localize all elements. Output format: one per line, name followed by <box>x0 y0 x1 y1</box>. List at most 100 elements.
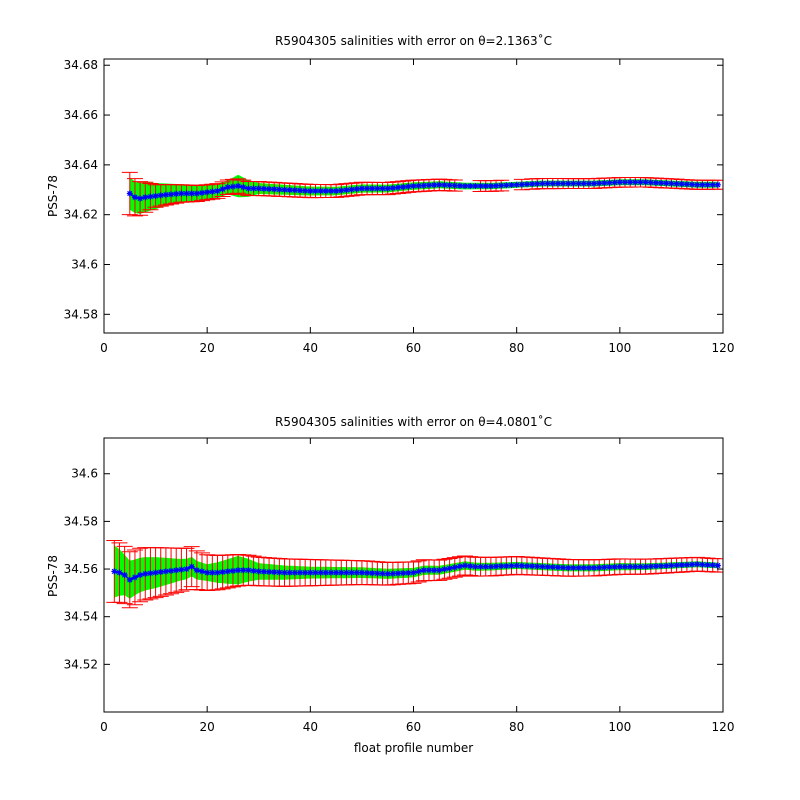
bottom-chart-salinity-point <box>317 569 324 576</box>
bottom-chart-salinity-point <box>358 569 365 576</box>
bottom-chart-salinity-point <box>188 563 195 570</box>
top-chart-salinity-point <box>570 180 577 187</box>
top-chart-x-tick-label: 100 <box>608 341 631 355</box>
bottom-chart-salinity-point <box>704 561 711 568</box>
bottom-chart-salinity-point <box>229 567 236 574</box>
bottom-chart-y-tick-label: 34.58 <box>64 514 98 528</box>
top-chart-salinity-point <box>302 187 309 194</box>
top-chart-salinity-point <box>214 188 221 195</box>
top-chart-salinity-point <box>689 181 696 188</box>
top-chart-salinity-point <box>627 179 634 186</box>
top-chart-salinity-point <box>131 194 138 201</box>
bottom-chart-salinity-point <box>348 569 355 576</box>
top-chart-salinity-point <box>456 182 463 189</box>
bottom-chart-salinity-point <box>462 562 469 569</box>
top-chart-salinity-point <box>596 180 603 187</box>
top-chart-salinity-point <box>523 181 530 188</box>
bottom-chart-y-tick-label: 34.56 <box>64 562 98 576</box>
bottom-chart-salinity-point <box>111 568 118 575</box>
bottom-chart-x-tick-label: 40 <box>303 720 318 734</box>
bottom-chart-salinity-point <box>642 563 649 570</box>
top-chart-salinity-point <box>704 181 711 188</box>
bottom-chart-salinity-point <box>477 563 484 570</box>
top-chart-y-tick-label: 34.6 <box>71 258 98 272</box>
bottom-chart-salinity-point <box>425 567 432 574</box>
bottom-chart-salinity-point <box>199 568 206 575</box>
top-chart-salinity-point <box>307 188 314 195</box>
bottom-chart-salinity-point <box>652 563 659 570</box>
bottom-chart-salinity-point <box>271 569 278 576</box>
bottom-chart-salinity-point <box>523 562 530 569</box>
top-chart-salinity-point <box>193 190 200 197</box>
bottom-chart-salinity-point <box>591 564 598 571</box>
bottom-chart-salinity-point <box>539 563 546 570</box>
top-chart-salinity-point <box>338 187 345 194</box>
bottom-chart-ticks: 0 20 40 60 80 100 120 34.52 34.54 34.56 34.58 34.6 <box>64 438 734 734</box>
top-chart-salinity-point <box>436 181 443 188</box>
bottom-chart-salinity-point <box>647 563 654 570</box>
top-chart-salinity-point <box>694 181 701 188</box>
bottom-chart-salinity-point <box>410 569 417 576</box>
bottom-chart-salinity-point <box>152 569 159 576</box>
bottom-chart-salinity-point <box>714 562 721 569</box>
top-chart-salinity-point <box>431 182 438 189</box>
top-chart-salinity-point <box>126 190 133 197</box>
top-chart-salinity-point <box>683 181 690 188</box>
bottom-chart-salinity-point <box>327 569 334 576</box>
top-chart-salinity-point <box>317 188 324 195</box>
bottom-chart-salinity-point <box>689 561 696 568</box>
top-chart-salinity-point <box>240 184 247 191</box>
bottom-chart-salinity-point <box>389 570 396 577</box>
top-chart-y-tick-label: 34.58 <box>64 307 98 321</box>
bottom-chart-salinity-point <box>276 569 283 576</box>
bottom-chart-salinity-point <box>508 562 515 569</box>
bottom-chart-salinity-point <box>131 574 138 581</box>
bottom-chart-salinity-point <box>699 561 706 568</box>
top-chart-salinity-point <box>565 180 572 187</box>
top-chart-salinity-point <box>400 184 407 191</box>
top-chart-salinity-point <box>462 183 469 190</box>
top-chart-salinity-point <box>699 181 706 188</box>
top-chart-salinity-point <box>178 190 185 197</box>
top-chart-salinity-point <box>493 182 500 189</box>
bottom-chart-salinity-point <box>395 570 402 577</box>
top-chart-salinity-point <box>554 180 561 187</box>
bottom-chart-salinity-point <box>513 562 520 569</box>
bottom-chart-salinity-point <box>162 568 169 575</box>
bottom-chart-salinity-point <box>338 569 345 576</box>
bottom-chart-y-tick-label: 34.52 <box>64 657 98 671</box>
bottom-chart-salinity-point <box>487 563 494 570</box>
bottom-chart-salinity-point <box>420 567 427 574</box>
bottom-chart-salinity-point <box>431 567 438 574</box>
top-chart-salinity-point <box>575 180 582 187</box>
bottom-chart-salinity-point <box>436 567 443 574</box>
top-chart-salinity-point <box>513 181 520 188</box>
bottom-chart-salinity-point <box>353 569 360 576</box>
top-chart-salinity-point <box>487 183 494 190</box>
top-chart-salinity-point <box>384 185 391 192</box>
top-chart-salinity-point <box>632 179 639 186</box>
bottom-chart-salinity-point <box>286 569 293 576</box>
bottom-chart-salinity-point <box>250 567 257 574</box>
top-chart-salinity-point <box>503 182 510 189</box>
bottom-chart-salinity-point <box>364 569 371 576</box>
bottom-chart-salinity-point <box>333 569 340 576</box>
top-chart-x-tick-label: 20 <box>200 341 215 355</box>
top-chart-salinity-point <box>312 188 319 195</box>
top-chart-x-tick-label: 40 <box>303 341 318 355</box>
top-chart-salinity-point <box>534 180 541 187</box>
top-chart-salinity-point <box>353 186 360 193</box>
bottom-chart-salinity-point <box>224 568 231 575</box>
bottom-chart-x-tick-label: 80 <box>509 720 524 734</box>
bottom-chart-y-tick-label: 34.54 <box>64 610 98 624</box>
bottom-chart-salinity-point <box>549 564 556 571</box>
bottom-chart-salinity-point <box>193 567 200 574</box>
bottom-chart-salinity-point <box>637 563 644 570</box>
top-chart-salinity-point <box>663 180 670 187</box>
bottom-chart-salinity-point <box>668 562 675 569</box>
top-chart-salinity-point <box>415 182 422 189</box>
top-chart-uncertainty-band <box>129 174 718 214</box>
top-chart-salinity-point <box>142 194 149 201</box>
